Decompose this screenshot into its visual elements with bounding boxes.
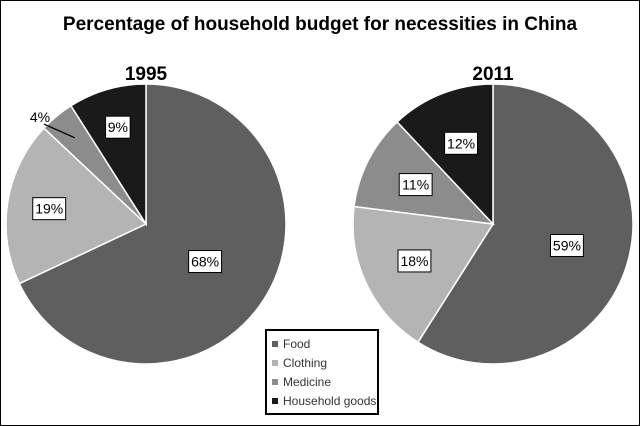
pie-slice-2011-food	[416, 83, 634, 365]
data-label-1995-food: 68%	[191, 254, 219, 270]
data-label-1995-household-goods: 9%	[108, 119, 128, 135]
data-label-2011-household-goods: 12%	[447, 135, 475, 151]
legend-label-household-goods: Household goods	[283, 394, 376, 408]
pie-1995: 68% 19% 4% 9%	[5, 83, 287, 365]
legend-swatch-medicine	[272, 379, 278, 385]
data-label-1995-clothing: 19%	[35, 201, 63, 217]
data-label-box-1995-household-goods	[105, 115, 131, 139]
legend-box	[265, 329, 379, 415]
pie-slice-1995-food	[18, 83, 287, 365]
data-label-2011-clothing: 18%	[400, 253, 428, 269]
pie-title-1995: 1995	[125, 64, 168, 85]
legend-swatch-household-goods	[272, 398, 278, 404]
pie-slice-2011-medicine	[353, 120, 495, 226]
data-label-box-2011-household-goods	[444, 131, 479, 155]
legend: Food Clothing Medicine Household goods	[265, 329, 379, 415]
data-label-2011-food: 59%	[553, 237, 581, 253]
legend-label-medicine: Medicine	[283, 375, 331, 389]
data-label-box-2011-food	[549, 233, 584, 257]
pie-slice-2011-clothing	[352, 205, 495, 344]
legend-swatch-clothing	[272, 360, 278, 366]
leader-line-1995-medicine	[43, 123, 75, 139]
data-label-1995-medicine: 4%	[30, 109, 50, 125]
legend-swatch-food	[272, 341, 278, 347]
data-label-box-1995-food	[188, 250, 223, 274]
data-label-2011-medicine: 11%	[402, 177, 429, 193]
pie-2011: 59% 18% 11% 12%	[352, 83, 634, 365]
data-label-box-1995-clothing	[32, 197, 67, 221]
legend-label-clothing: Clothing	[283, 356, 327, 370]
pie-title-2011: 2011	[472, 64, 514, 85]
pie-slice-1995-clothing	[5, 127, 148, 285]
legend-label-food: Food	[283, 337, 310, 351]
data-label-box-2011-medicine	[398, 173, 433, 197]
chart-title: Percentage of household budget for neces…	[63, 14, 578, 35]
data-label-box-2011-clothing	[397, 249, 432, 273]
